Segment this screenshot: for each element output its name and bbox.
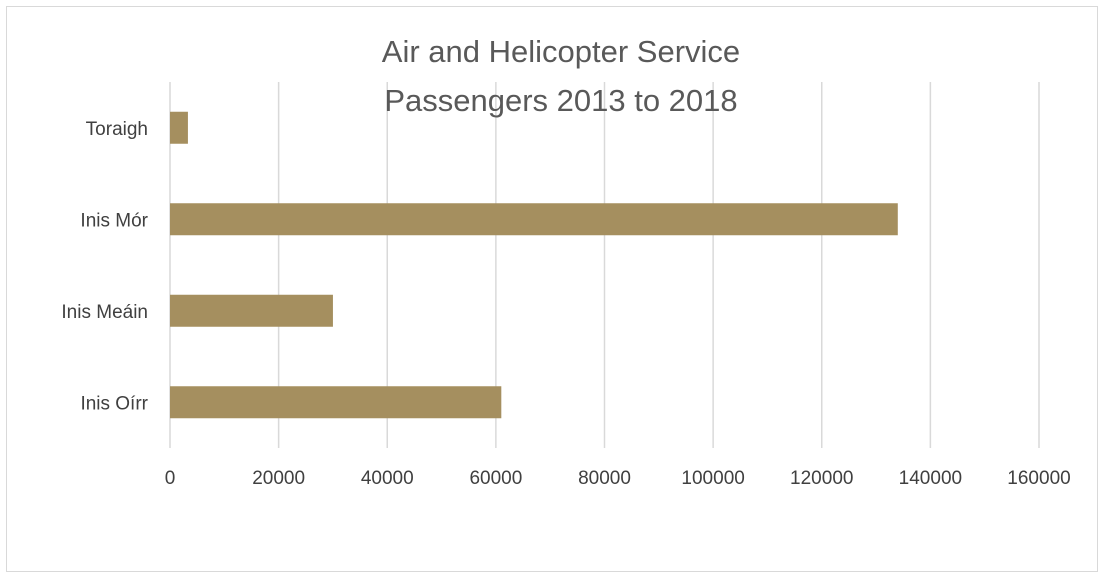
bars — [170, 111, 898, 419]
chart-title-line-2: Passengers 2013 to 2018 — [384, 83, 737, 118]
x-tick-label: 120000 — [790, 468, 853, 489]
x-axis-tick-labels: 0 20000 40000 60000 80000 100000 120000 140000 1… — [165, 468, 1071, 489]
x-tick-label: 40000 — [361, 468, 414, 489]
bar — [170, 386, 502, 419]
x-tick-label: 160000 — [1007, 468, 1070, 489]
chart-area: Inis Oírr Inis Meáin Inis Mór Toraigh 0 200… — [6, 6, 1098, 572]
category-label: Inis Oírr — [80, 393, 148, 414]
bar — [170, 203, 898, 236]
x-tick-label: 0 — [165, 468, 176, 489]
category-label: Toraigh — [86, 119, 148, 140]
x-tick-label: 60000 — [469, 468, 522, 489]
category-labels: Inis Oírr Inis Meáin Inis Mór Toraigh — [61, 119, 148, 415]
x-tick-label: 140000 — [899, 468, 962, 489]
x-tick-label: 100000 — [681, 468, 744, 489]
gridlines — [169, 82, 1040, 448]
category-label: Inis Mór — [80, 210, 148, 231]
x-tick-label: 20000 — [252, 468, 305, 489]
bar — [170, 111, 188, 144]
bar — [170, 294, 333, 327]
bar-chart: Inis Oírr Inis Meáin Inis Mór Toraigh 0 200… — [61, 34, 1071, 489]
category-label: Inis Meáin — [61, 302, 148, 323]
x-tick-label: 80000 — [578, 468, 631, 489]
chart-title-line-1: Air and Helicopter Service — [382, 34, 740, 69]
